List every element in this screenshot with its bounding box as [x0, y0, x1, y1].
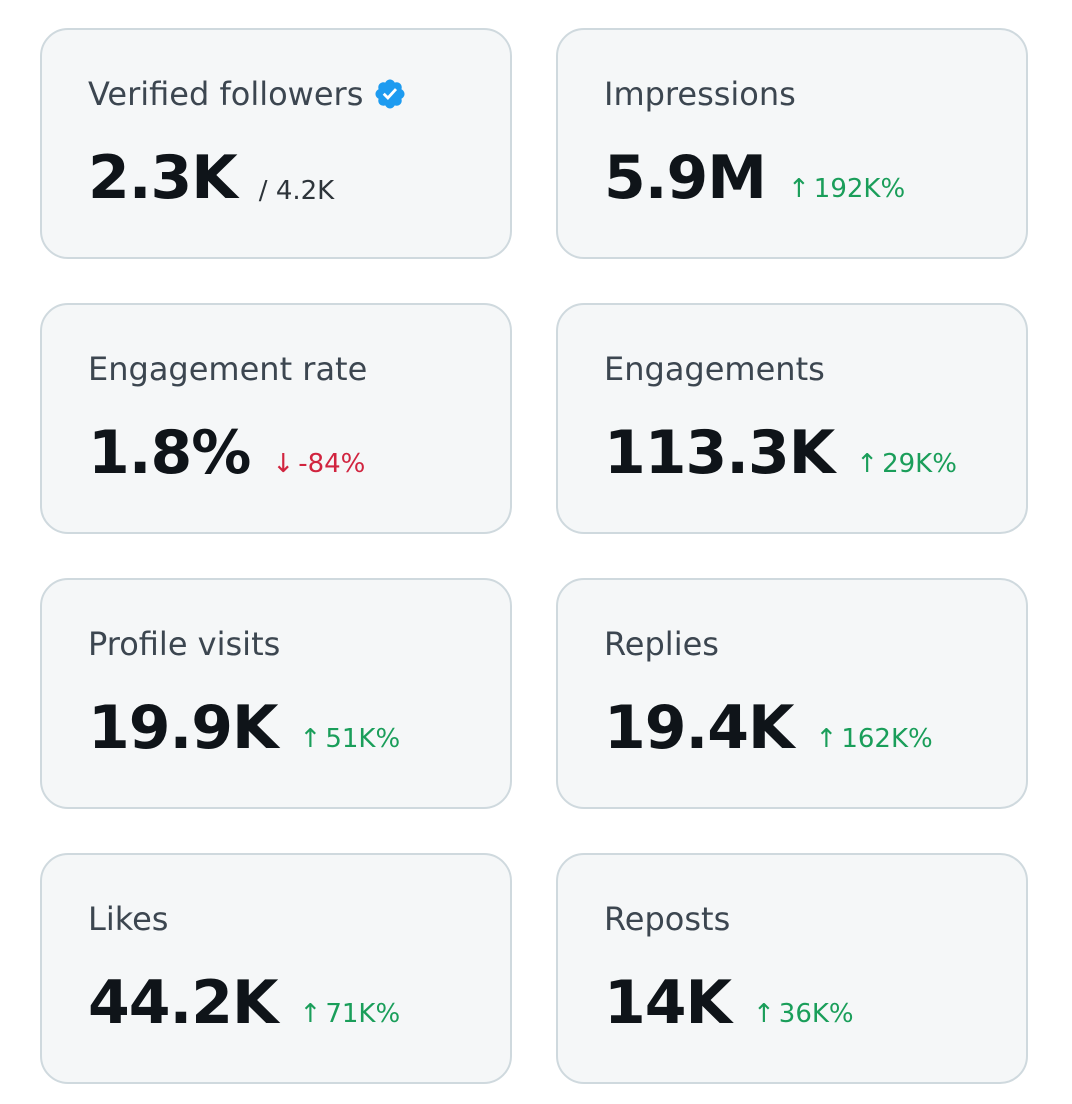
- metric-title: Verified followers: [88, 75, 364, 113]
- metric-title-row: Replies: [604, 624, 980, 664]
- metric-value-row: 113.3K ↑ 29K%: [604, 421, 980, 485]
- metric-card-replies[interactable]: Replies 19.4K ↑ 162K%: [556, 578, 1028, 809]
- metric-title-row: Profile visits: [88, 624, 464, 664]
- metric-value: 44.2K: [88, 968, 279, 1038]
- metric-title: Profile visits: [88, 625, 281, 663]
- metric-title: Impressions: [604, 75, 796, 113]
- metric-card-engagements[interactable]: Engagements 113.3K ↑ 29K%: [556, 303, 1028, 534]
- metric-title-row: Impressions: [604, 74, 980, 114]
- metric-card-verified-followers[interactable]: Verified followers 2.3K / 4.2K: [40, 28, 512, 259]
- metric-value-row: 2.3K / 4.2K: [88, 146, 464, 210]
- arrow-up-icon: ↑: [856, 449, 879, 479]
- arrow-up-icon: ↑: [753, 999, 775, 1029]
- arrow-up-icon: ↑: [788, 174, 810, 204]
- metric-delta-value: 192K%: [813, 174, 906, 204]
- metric-delta: ↑ 29K%: [856, 447, 957, 481]
- metric-title-row: Likes: [88, 899, 464, 939]
- metric-value: 2.3K: [88, 143, 238, 213]
- arrow-up-icon: ↑: [815, 724, 838, 754]
- metric-title-row: Engagements: [604, 349, 980, 389]
- metric-total: / 4.2K: [258, 176, 335, 206]
- metric-delta: ↑ 36K%: [753, 997, 854, 1031]
- metric-card-profile-visits[interactable]: Profile visits 19.9K ↑ 51K%: [40, 578, 512, 809]
- metric-title: Engagements: [604, 350, 825, 388]
- metric-delta: ↑ 162K%: [816, 722, 933, 756]
- metric-delta-value: 71K%: [325, 999, 401, 1029]
- metric-title-row: Verified followers: [88, 74, 464, 114]
- arrow-up-icon: ↑: [299, 724, 322, 754]
- arrow-up-icon: ↑: [299, 999, 322, 1029]
- metric-card-impressions[interactable]: Impressions 5.9M ↑ 192K%: [556, 28, 1028, 259]
- metrics-grid: Verified followers 2.3K / 4.2K Impressio…: [40, 28, 1028, 1084]
- arrow-down-icon: ↓: [272, 449, 295, 479]
- metric-value-row: 44.2K ↑ 71K%: [88, 971, 464, 1035]
- metric-title-row: Reposts: [604, 899, 980, 939]
- metric-delta-value: 162K%: [841, 724, 933, 754]
- verified-badge-icon: [375, 79, 405, 109]
- metric-card-likes[interactable]: Likes 44.2K ↑ 71K%: [40, 853, 512, 1084]
- metric-delta-value: -84%: [298, 449, 366, 479]
- metric-value-row: 19.9K ↑ 51K%: [88, 696, 464, 760]
- metric-card-engagement-rate[interactable]: Engagement rate 1.8% ↓ -84%: [40, 303, 512, 534]
- metric-value: 19.4K: [604, 693, 795, 763]
- metric-title: Engagement rate: [88, 350, 368, 388]
- metric-value-row: 1.8% ↓ -84%: [88, 421, 464, 485]
- metric-title: Likes: [88, 900, 169, 938]
- metric-value-row: 14K ↑ 36K%: [604, 971, 980, 1035]
- metric-title: Replies: [604, 625, 719, 663]
- metric-value: 113.3K: [604, 418, 835, 488]
- metric-card-reposts[interactable]: Reposts 14K ↑ 36K%: [556, 853, 1028, 1084]
- metric-value: 19.9K: [88, 693, 279, 763]
- metric-value: 5.9M: [604, 143, 767, 213]
- metric-delta: ↑ 51K%: [300, 722, 401, 756]
- metric-value-row: 5.9M ↑ 192K%: [604, 146, 980, 210]
- metric-title-row: Engagement rate: [88, 349, 464, 389]
- metric-value-row: 19.4K ↑ 162K%: [604, 696, 980, 760]
- metric-value: 1.8%: [88, 418, 251, 488]
- metric-delta: ↓ -84%: [272, 447, 365, 481]
- metric-delta-value: 51K%: [325, 724, 401, 754]
- metric-delta-value: 36K%: [778, 999, 854, 1029]
- metric-delta-value: 29K%: [882, 449, 957, 479]
- metric-title: Reposts: [604, 900, 731, 938]
- metric-delta: ↑ 71K%: [300, 997, 401, 1031]
- metric-value: 14K: [604, 968, 732, 1038]
- metric-delta: ↑ 192K%: [788, 172, 905, 206]
